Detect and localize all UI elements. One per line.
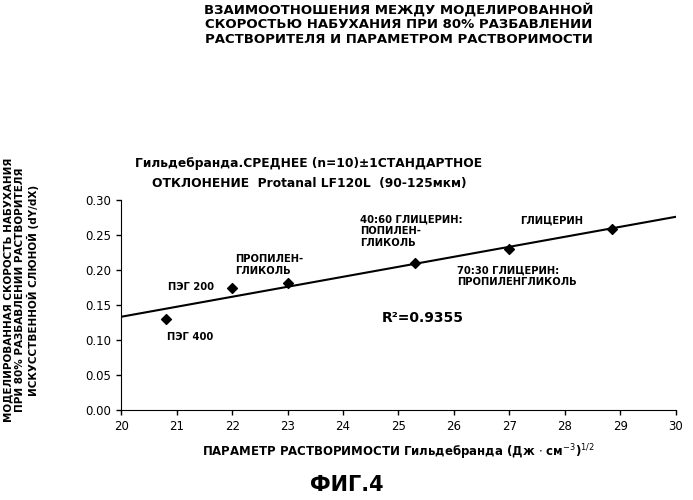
Text: ГЛИЦЕРИН: ГЛИЦЕРИН (520, 216, 584, 226)
Text: Гильдебранда.СРЕДНЕЕ (n=10)±1СТАНДАРТНОЕ: Гильдебранда.СРЕДНЕЕ (n=10)±1СТАНДАРТНОЕ (135, 158, 482, 170)
Text: МОДЕЛИРОВАННАЯ СКОРОСТЬ НАБУХАНИЯ
ПРИ 80% РАЗБАВЛЕНИИ РАСТВОРИТЕЛЯ
ИСКУССТВЕННОЙ: МОДЕЛИРОВАННАЯ СКОРОСТЬ НАБУХАНИЯ ПРИ 80… (3, 158, 40, 422)
Text: ВЗАИМООТНОШЕНИЯ МЕЖДУ МОДЕЛИРОВАННОЙ
СКОРОСТЬЮ НАБУХАНИЯ ПРИ 80% РАЗБАВЛЕНИИ
РАС: ВЗАИМООТНОШЕНИЯ МЕЖДУ МОДЕЛИРОВАННОЙ СКО… (204, 2, 593, 46)
Point (504, 245, 515, 253)
Point (227, 284, 238, 292)
Text: ПЭГ 200: ПЭГ 200 (168, 282, 214, 292)
Point (606, 226, 617, 234)
Point (410, 259, 421, 267)
Text: ФИГ.4: ФИГ.4 (310, 475, 383, 495)
Text: ПЭГ 400: ПЭГ 400 (167, 332, 213, 342)
Point (282, 280, 293, 287)
Text: ПАРАМЕТР РАСТВОРИМОСТИ Гильдебранда (Дж $\cdot$ см$^{-3}$)$^{1/2}$: ПАРАМЕТР РАСТВОРИМОСТИ Гильдебранда (Дж … (202, 442, 595, 462)
Text: 70:30 ГЛИЦЕРИН:
ПРОПИЛЕНГЛИКОЛЬ: 70:30 ГЛИЦЕРИН: ПРОПИЛЕНГЛИКОЛЬ (457, 265, 577, 286)
Text: ОТКЛОНЕНИЕ  Protanal LF120L  (90-125мкм): ОТКЛОНЕНИЕ Protanal LF120L (90-125мкм) (135, 178, 466, 190)
Text: ПРОПИЛЕН-
ГЛИКОЛЬ: ПРОПИЛЕН- ГЛИКОЛЬ (235, 254, 303, 276)
Text: R²=0.9355: R²=0.9355 (382, 310, 464, 324)
Point (160, 315, 171, 323)
Text: 40:60 ГЛИЦЕРИН:
ПОПИЛЕН-
ГЛИКОЛЬ: 40:60 ГЛИЦЕРИН: ПОПИЛЕН- ГЛИКОЛЬ (360, 214, 462, 248)
